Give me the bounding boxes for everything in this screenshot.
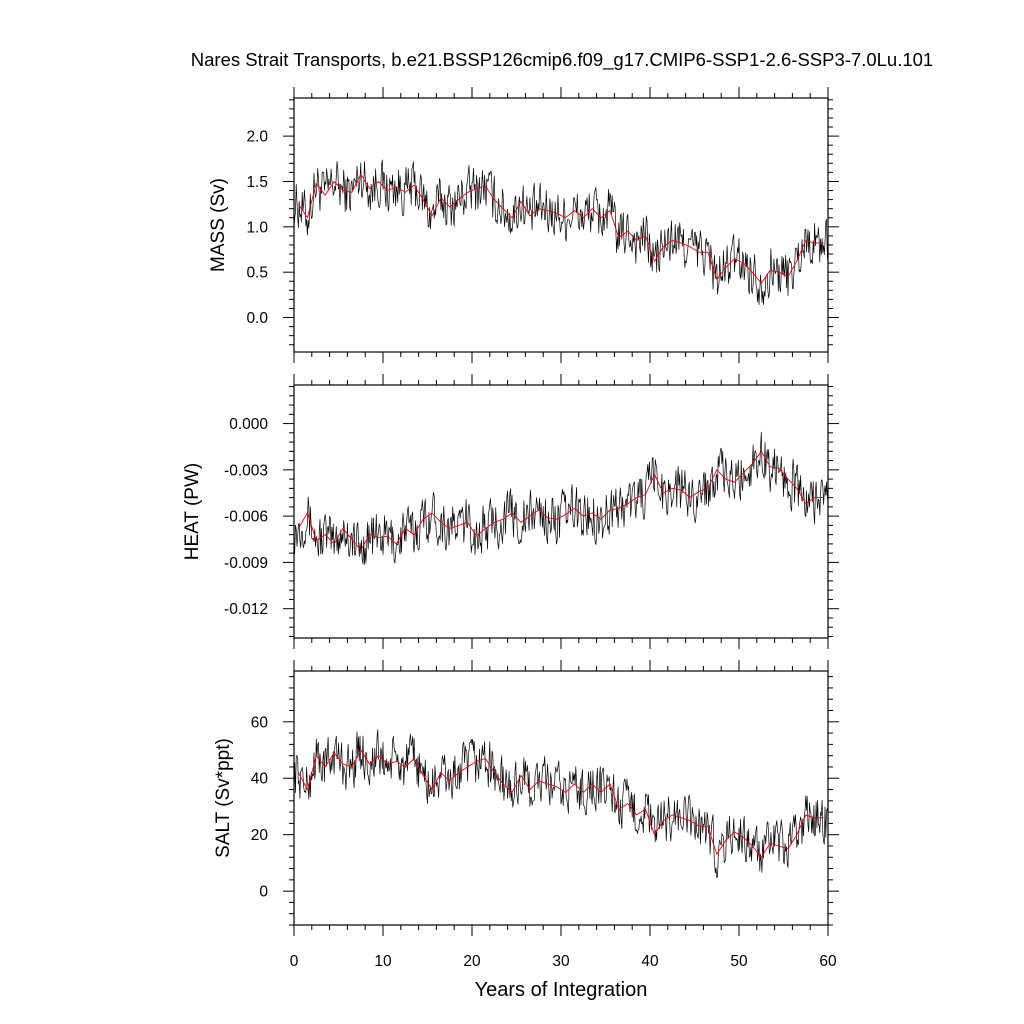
salt-monthly-line [293, 729, 829, 879]
salt-y-tick-label: 0 [259, 884, 268, 901]
salt-y-tick-label: 40 [251, 771, 269, 788]
mass-y-tick-labels: 0.0 0.5 1.0 1.5 2.0 [246, 129, 268, 327]
mass-plot-frame [293, 97, 829, 353]
chart-title: Nares Strait Transports, b.e21.BSSP126cm… [191, 49, 933, 71]
heat-panel: -0.012 -0.009 -0.006 -0.003 0.000 HEAT (PW) [182, 374, 839, 649]
x-tick-label: 40 [641, 953, 659, 970]
heat-y-tick-label: -0.006 [224, 509, 268, 526]
heat-monthly-line [293, 431, 829, 565]
salt-y-tick-label: 60 [251, 714, 269, 731]
mass-y-tick-label: 1.0 [246, 219, 268, 236]
salt-y-tick-labels: 0 20 40 60 [251, 714, 269, 900]
mass-y-tick-label: 0.5 [246, 265, 268, 282]
salt-plot-frame [293, 670, 829, 926]
x-tick-label: 0 [290, 953, 299, 970]
x-tick-label: 20 [463, 953, 481, 970]
heat-ticks [283, 374, 839, 649]
heat-y-axis-label: HEAT (PW) [182, 463, 203, 560]
mass-y-axis-label: MASS (Sv) [208, 178, 229, 272]
mass-panel: 0.0 0.5 1.0 1.5 2.0 MASS (Sv) [208, 87, 839, 363]
x-tick-label: 30 [552, 953, 570, 970]
salt-y-tick-label: 20 [251, 827, 269, 844]
mass-y-tick-label: 1.5 [246, 174, 268, 191]
mass-annual-mean-line [298, 173, 824, 284]
heat-y-tick-label: -0.012 [224, 601, 268, 618]
heat-y-tick-label: 0.000 [229, 416, 268, 433]
mass-y-tick-label: 2.0 [246, 129, 268, 146]
mass-monthly-line [293, 159, 829, 306]
x-tick-label: 10 [374, 953, 392, 970]
heat-annual-mean-line [298, 450, 824, 551]
x-axis-label: Years of Integration [475, 979, 648, 1001]
x-tick-label: 50 [730, 953, 748, 970]
mass-y-tick-label: 0.0 [246, 310, 268, 327]
mass-ticks [283, 87, 839, 363]
heat-y-tick-label: -0.009 [224, 555, 268, 572]
heat-y-tick-label: -0.003 [224, 462, 268, 479]
heat-plot-frame [293, 384, 829, 639]
salt-panel: 0 20 40 60 SALT (Sv*ppt) [213, 660, 839, 936]
salt-y-axis-label: SALT (Sv*ppt) [213, 738, 234, 858]
salt-annual-mean-line [298, 749, 824, 858]
heat-y-tick-labels: -0.012 -0.009 -0.006 -0.003 0.000 [224, 416, 268, 618]
x-tick-label: 60 [819, 953, 837, 970]
x-tick-labels: 0 10 20 30 40 50 60 [290, 953, 837, 970]
salt-ticks [283, 660, 839, 936]
